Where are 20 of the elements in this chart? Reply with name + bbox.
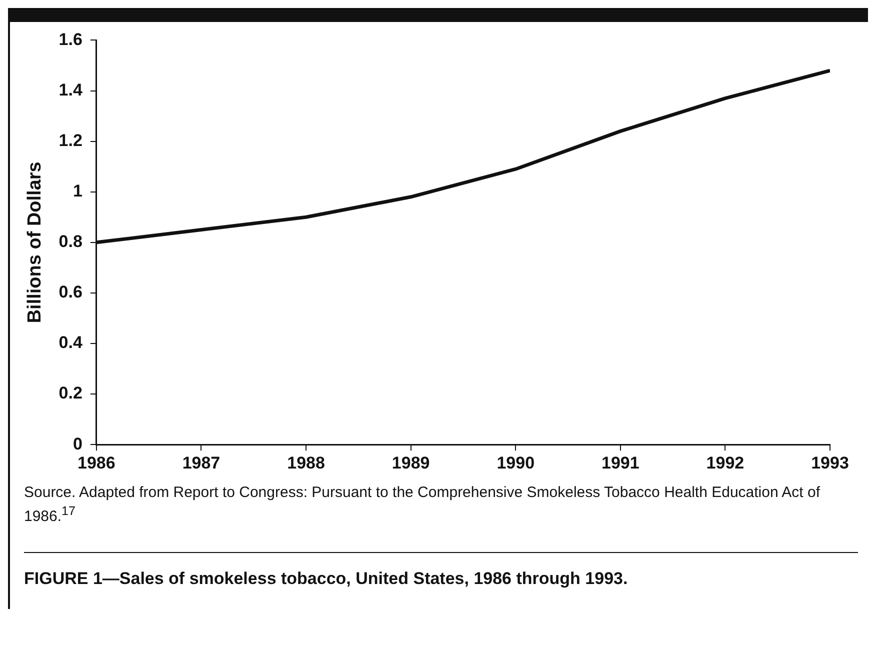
y-axis-title: Billions of Dollars	[24, 162, 46, 324]
source-note: Source. Adapted from Report to Congress: Pursuant to the Comprehensive Smokeless Tobacco Health Education Act of 1986.$^{17}$	[23, 483, 821, 526]
x-tick-label: 1992	[706, 453, 744, 472]
y-tick-label: 1	[72, 182, 82, 201]
x-tick-label: 1993	[811, 453, 849, 472]
x-tick-label: 1988	[287, 453, 325, 472]
x-tick-label: 1990	[496, 453, 535, 472]
y-tick-label: 1.4	[58, 80, 83, 100]
x-tick-label: 1987	[182, 453, 220, 472]
x-tick-label: 1989	[392, 453, 430, 472]
y-tick-label: 0.8	[58, 232, 82, 252]
y-tick-label: 0	[72, 434, 82, 454]
x-tick-label: 1991	[601, 453, 640, 472]
y-tick-label: 0.2	[58, 384, 82, 403]
text: FIGURE 1—Sales of smokeless tobacco, United States, 1986 through 1993.	[23, 569, 629, 590]
y-tick-label: 1.2	[58, 130, 82, 150]
y-tick-label: 0.4	[58, 333, 83, 352]
x-tick-label: 1986	[78, 453, 116, 472]
y-tick-label: 1.6	[58, 30, 82, 49]
y-tick-label: 0.6	[58, 282, 82, 302]
